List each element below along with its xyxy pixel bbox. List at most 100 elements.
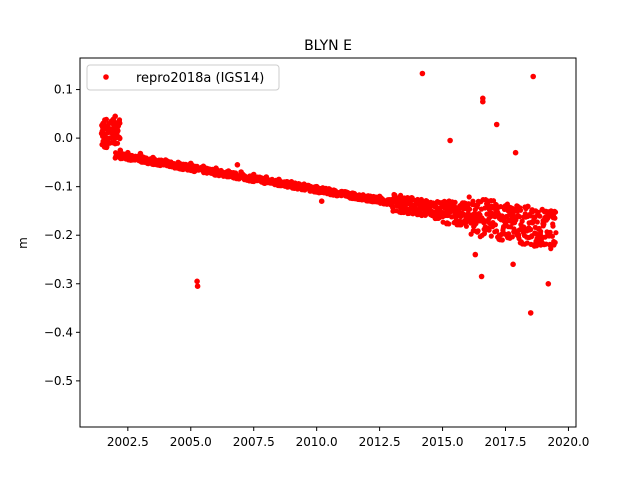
data-point <box>419 70 426 77</box>
data-point <box>326 186 333 192</box>
x-tick-label: 2015.0 <box>422 435 464 449</box>
data-point <box>117 147 124 154</box>
data-point <box>452 199 458 205</box>
data-point <box>188 160 194 167</box>
data-point <box>509 234 515 240</box>
data-point <box>200 163 207 170</box>
data-point <box>102 137 108 144</box>
data-point <box>540 217 547 224</box>
data-point <box>552 239 558 246</box>
data-point <box>553 230 559 236</box>
x-tick-label: 2010.0 <box>296 435 338 449</box>
data-point <box>518 207 524 213</box>
data-point <box>162 157 169 163</box>
data-point <box>175 159 181 166</box>
data-point <box>104 144 110 150</box>
data-point <box>339 188 345 195</box>
data-point <box>102 117 108 123</box>
x-tick-label: 2007.5 <box>233 435 275 449</box>
data-point <box>510 261 516 268</box>
data-point <box>115 128 121 134</box>
data-point <box>475 228 481 234</box>
data-point <box>550 213 557 219</box>
data-point <box>535 232 541 238</box>
data-point <box>529 208 535 214</box>
y-tick-label: −0.5 <box>44 374 73 388</box>
data-point <box>528 226 534 233</box>
y-axis-ticks: 0.1 0.0 −0.1 −0.2 −0.3 −0.4 −0.5 <box>44 83 80 388</box>
data-point <box>446 221 452 227</box>
data-point <box>543 241 549 247</box>
data-point <box>549 233 556 239</box>
data-point <box>301 181 307 187</box>
plot-area-frame <box>79 57 577 428</box>
x-axis-ticks: 2002.5 2005.0 2007.5 2010.0 2012.5 2015.0 2017… <box>107 427 589 449</box>
data-points <box>98 70 559 316</box>
data-point <box>537 213 543 219</box>
data-point <box>288 179 295 185</box>
data-point <box>478 273 485 280</box>
data-point <box>250 171 257 178</box>
chart-title: BLYN E <box>304 38 352 54</box>
data-point <box>480 98 486 105</box>
data-point <box>234 162 241 168</box>
data-point <box>550 223 556 229</box>
data-point <box>392 192 398 198</box>
data-point <box>263 174 270 180</box>
data-point <box>502 222 509 229</box>
legend: repro2018a (IGS14) <box>86 64 280 91</box>
data-point <box>427 203 433 209</box>
data-point <box>137 150 144 157</box>
data-point <box>488 233 494 239</box>
data-point <box>499 237 505 243</box>
data-point <box>447 137 453 144</box>
data-point <box>513 217 519 223</box>
data-point <box>512 149 519 156</box>
data-point <box>112 113 118 120</box>
data-point <box>530 73 536 80</box>
data-point <box>194 278 200 285</box>
data-point <box>276 176 282 183</box>
data-point <box>213 165 219 171</box>
x-tick-label: 2020.0 <box>547 435 589 449</box>
data-point <box>414 198 421 204</box>
data-point <box>527 310 534 316</box>
data-point <box>548 246 554 252</box>
x-tick-label: 2005.0 <box>170 435 212 449</box>
legend-label: repro2018a (IGS14) <box>136 71 264 86</box>
data-point <box>439 203 446 209</box>
data-point <box>225 168 232 174</box>
data-point <box>104 125 111 132</box>
data-point <box>113 135 119 141</box>
data-point <box>535 209 541 215</box>
data-point <box>107 135 113 141</box>
data-point <box>538 242 544 248</box>
y-tick-label: 0.1 <box>54 83 73 97</box>
data-point <box>452 208 458 214</box>
data-point <box>506 231 512 237</box>
legend-box <box>86 64 280 91</box>
data-point <box>525 203 531 210</box>
data-point <box>463 223 469 229</box>
data-point <box>547 229 553 235</box>
data-point <box>467 206 473 212</box>
data-point <box>485 198 491 204</box>
y-tick-label: −0.1 <box>44 180 73 194</box>
data-point <box>492 222 498 228</box>
data-point <box>313 183 320 190</box>
x-tick-label: 2002.5 <box>107 435 149 449</box>
data-point <box>194 283 201 290</box>
data-point <box>515 213 521 219</box>
data-point <box>402 196 408 202</box>
data-point <box>110 126 116 133</box>
data-point <box>464 213 471 219</box>
data-point <box>109 120 116 127</box>
data-point <box>477 217 484 224</box>
data-point <box>472 251 479 258</box>
data-point <box>238 169 244 175</box>
data-point <box>318 198 325 204</box>
data-point <box>534 219 540 225</box>
data-point <box>498 204 504 210</box>
